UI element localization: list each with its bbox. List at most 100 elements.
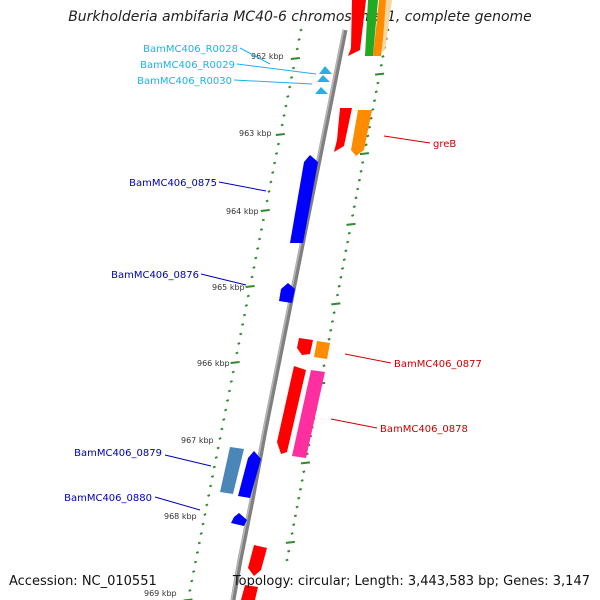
outer-minor-tick (285, 558, 289, 562)
kbp-label-963: 963 kbp (239, 129, 272, 138)
gene-label-r0028[interactable]: BamMC406_R0028 (143, 44, 238, 55)
inner-minor-tick (192, 570, 196, 573)
kbp-scale: 962 kbp 963 kbp 964 kbp 965 kbp 966 kbp … (144, 52, 284, 598)
gene-label-0879[interactable]: BamMC406_0879 (74, 448, 162, 459)
gene-feature-blue[interactable] (231, 513, 247, 526)
gene-feature-orange[interactable] (373, 0, 388, 56)
inner-minor-tick (225, 399, 230, 402)
leader-lines (154, 47, 431, 511)
outer-minor-tick (367, 125, 372, 129)
inner-minor-tick (195, 551, 200, 554)
outer-minor-tick (379, 63, 383, 67)
outer-minor-tick (374, 90, 378, 94)
inner-minor-tick (220, 427, 224, 431)
outer-major-tick (285, 540, 295, 544)
genome-backbone (230, 29, 348, 600)
inner-minor-tick (197, 541, 201, 545)
inner-minor-tick (193, 560, 198, 564)
inner-minor-tick (239, 332, 243, 336)
inner-minor-tick (210, 475, 215, 478)
rna-feature[interactable] (315, 87, 328, 94)
gene-feature-orange[interactable] (351, 110, 372, 156)
gene-feature-red[interactable] (348, 0, 366, 56)
inner-minor-tick (250, 275, 254, 279)
inner-minor-tick (276, 142, 280, 146)
inner-minor-tick (207, 494, 211, 497)
kbp-label-965: 965 kbp (212, 283, 245, 292)
gene-label-0880[interactable]: BamMC406_0880 (64, 493, 152, 504)
gene-label-0877[interactable]: BamMC406_0877 (394, 359, 482, 370)
outer-minor-tick (340, 267, 345, 270)
gene-feature-orange[interactable] (314, 341, 330, 359)
outer-major-tick (359, 152, 370, 156)
inner-minor-tick (284, 104, 288, 108)
outer-minor-tick (290, 532, 294, 535)
inner-minor-tick (259, 228, 264, 231)
gene-feature-red[interactable] (248, 545, 267, 576)
kbp-label-964: 964 kbp (226, 207, 259, 216)
gene-feature-blue[interactable] (279, 283, 295, 303)
inner-minor-tick (273, 161, 277, 165)
gene-label-0876[interactable]: BamMC406_0876 (111, 270, 199, 281)
outer-minor-tick (335, 293, 340, 297)
outer-minor-tick (295, 505, 299, 509)
inner-minor-tick (282, 114, 286, 117)
inner-minor-tick (267, 190, 271, 193)
inner-minor-tick (244, 304, 248, 307)
outer-minor-tick (369, 116, 373, 120)
inner-minor-tick (235, 351, 239, 355)
gene-label-0878[interactable]: BamMC406_0878 (380, 424, 468, 435)
outer-minor-tick (298, 487, 303, 491)
outer-minor-tick (361, 161, 365, 164)
outer-minor-tick (332, 311, 336, 315)
gene-feature-blue[interactable] (238, 451, 261, 498)
inner-major-tick (290, 57, 300, 60)
outer-minor-tick (292, 523, 296, 527)
gene-label-r0029[interactable]: BamMC406_R0029 (140, 60, 235, 71)
inner-minor-tick (199, 532, 203, 535)
outer-minor-tick (357, 178, 361, 182)
outer-minor-tick (376, 81, 380, 85)
map-title: Burkholderia ambifaria MC40-6 chromosome… (68, 9, 532, 25)
topology-text: Topology: circular; Length: 3,443,583 bp… (232, 574, 590, 589)
inner-minor-tick (242, 313, 247, 317)
inner-major-tick (260, 209, 270, 212)
gene-feature-red[interactable] (277, 366, 306, 454)
outer-minor-tick (354, 196, 358, 200)
inner-minor-tick (241, 323, 245, 326)
kbp-label-968: 968 kbp (164, 512, 197, 521)
rna-feature[interactable] (317, 75, 330, 82)
outer-tick-track (285, 28, 390, 562)
gene-feature-red[interactable] (297, 338, 313, 355)
inner-minor-tick (201, 522, 205, 526)
gene-feature-red[interactable] (334, 108, 352, 152)
inner-minor-tick (212, 465, 216, 469)
gene-feature-steelblue[interactable] (220, 447, 244, 494)
outer-minor-tick (327, 337, 331, 341)
inner-minor-tick (224, 408, 228, 412)
inner-minor-tick (289, 76, 294, 79)
gene-feature-green[interactable] (365, 0, 378, 56)
inner-minor-tick (252, 266, 256, 269)
outer-minor-tick (351, 214, 355, 217)
gene-feature-pink[interactable] (292, 370, 325, 458)
inner-major-tick (275, 133, 285, 136)
gene-labels: BamMC406_R0028 BamMC406_R0029 BamMC406_R… (64, 44, 482, 504)
gene-label-r0030[interactable]: BamMC406_R0030 (137, 76, 232, 87)
outer-minor-tick (339, 275, 343, 279)
gene-label-greb[interactable]: greB (433, 139, 456, 150)
inner-major-tick (245, 285, 255, 288)
gene-feature-red[interactable] (241, 585, 258, 600)
inner-minor-tick (216, 446, 220, 450)
outer-major-tick (374, 72, 385, 76)
rna-feature[interactable] (319, 66, 332, 74)
inner-minor-tick (237, 342, 241, 345)
inner-minor-tick (218, 437, 222, 440)
gene-label-0875[interactable]: BamMC406_0875 (129, 178, 217, 189)
outer-minor-tick (356, 187, 360, 191)
inner-minor-tick (286, 95, 290, 98)
genome-backbone-highlight (230, 29, 345, 600)
gene-feature-blue[interactable] (290, 155, 318, 243)
inner-minor-tick (246, 294, 250, 298)
outer-minor-tick (342, 258, 346, 262)
